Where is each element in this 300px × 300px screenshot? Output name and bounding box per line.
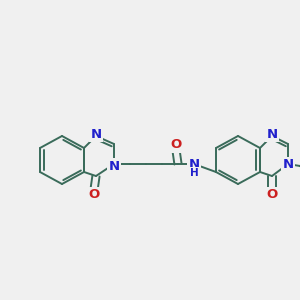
- Text: N: N: [108, 160, 120, 172]
- Text: N: N: [90, 128, 102, 140]
- Text: O: O: [266, 188, 278, 202]
- Text: N: N: [266, 128, 278, 140]
- Text: N: N: [282, 158, 294, 172]
- Text: N: N: [188, 158, 200, 170]
- Text: H: H: [190, 168, 198, 178]
- Text: O: O: [170, 139, 182, 152]
- Text: O: O: [88, 188, 100, 202]
